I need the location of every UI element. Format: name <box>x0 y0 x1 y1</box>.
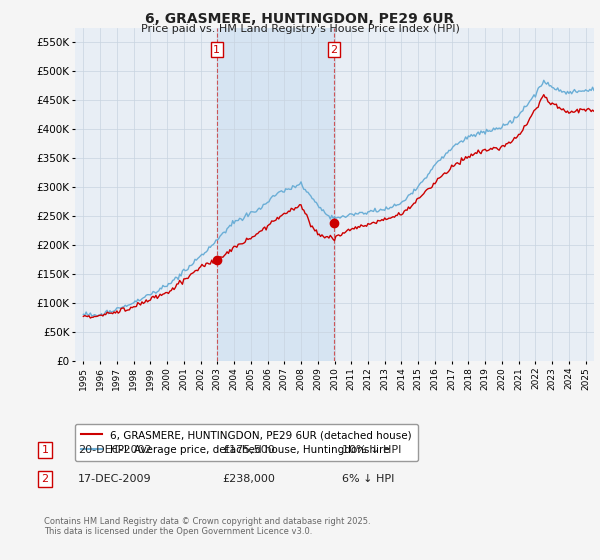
Text: 6, GRASMERE, HUNTINGDON, PE29 6UR: 6, GRASMERE, HUNTINGDON, PE29 6UR <box>145 12 455 26</box>
Text: Contains HM Land Registry data © Crown copyright and database right 2025.
This d: Contains HM Land Registry data © Crown c… <box>44 517 370 536</box>
Text: 2: 2 <box>331 45 338 55</box>
Text: 6% ↓ HPI: 6% ↓ HPI <box>342 474 394 484</box>
Text: 2: 2 <box>41 474 49 484</box>
Text: 10% ↓ HPI: 10% ↓ HPI <box>342 445 401 455</box>
Text: 1: 1 <box>214 45 220 55</box>
Text: 17-DEC-2009: 17-DEC-2009 <box>78 474 152 484</box>
Legend: 6, GRASMERE, HUNTINGDON, PE29 6UR (detached house), HPI: Average price, detached: 6, GRASMERE, HUNTINGDON, PE29 6UR (detac… <box>75 424 418 461</box>
Text: 1: 1 <box>41 445 49 455</box>
Text: £238,000: £238,000 <box>222 474 275 484</box>
Text: £175,500: £175,500 <box>222 445 275 455</box>
Text: 20-DEC-2002: 20-DEC-2002 <box>78 445 152 455</box>
Text: Price paid vs. HM Land Registry's House Price Index (HPI): Price paid vs. HM Land Registry's House … <box>140 24 460 34</box>
Bar <box>217 28 334 361</box>
